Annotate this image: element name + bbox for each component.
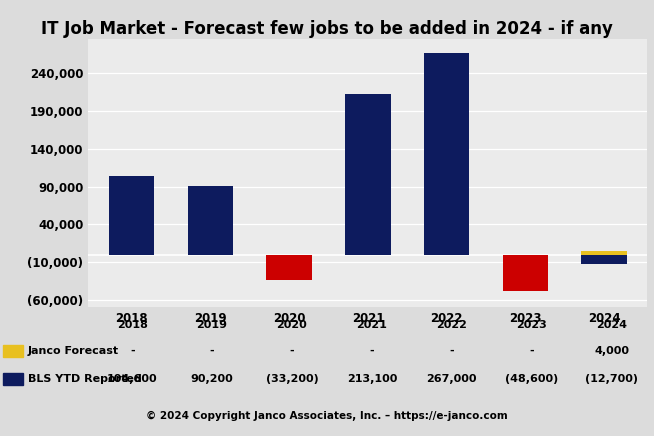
Text: 4,000: 4,000 bbox=[594, 346, 629, 356]
Text: 2023: 2023 bbox=[516, 320, 547, 330]
Text: -: - bbox=[370, 346, 374, 356]
Bar bbox=[109, 176, 154, 255]
Text: 267,000: 267,000 bbox=[426, 375, 477, 384]
Text: 213,100: 213,100 bbox=[347, 375, 397, 384]
Text: 104,600: 104,600 bbox=[107, 375, 158, 384]
Text: (12,700): (12,700) bbox=[585, 375, 638, 384]
Bar bbox=[188, 186, 233, 255]
Bar bbox=[345, 94, 390, 255]
Text: 2022: 2022 bbox=[436, 320, 467, 330]
Text: -: - bbox=[210, 346, 215, 356]
Text: © 2024 Copyright Janco Associates, Inc. – https://e-janco.com: © 2024 Copyright Janco Associates, Inc. … bbox=[146, 411, 508, 422]
Text: -: - bbox=[529, 346, 534, 356]
Text: -: - bbox=[130, 346, 135, 356]
Text: IT Job Market - Forecast few jobs to be added in 2024 - if any: IT Job Market - Forecast few jobs to be … bbox=[41, 20, 613, 37]
Text: (33,200): (33,200) bbox=[266, 375, 318, 384]
Bar bbox=[581, 255, 627, 264]
Text: BLS YTD Reported: BLS YTD Reported bbox=[28, 375, 142, 384]
Bar bbox=[266, 255, 312, 279]
Text: -: - bbox=[290, 346, 294, 356]
Text: 90,200: 90,200 bbox=[191, 375, 233, 384]
Text: (48,600): (48,600) bbox=[505, 375, 559, 384]
Text: 2020: 2020 bbox=[277, 320, 307, 330]
Text: -: - bbox=[449, 346, 454, 356]
Bar bbox=[581, 252, 627, 255]
Text: Janco Forecast: Janco Forecast bbox=[28, 346, 119, 356]
Text: 2024: 2024 bbox=[596, 320, 627, 330]
Text: 2019: 2019 bbox=[197, 320, 228, 330]
Text: 2018: 2018 bbox=[117, 320, 148, 330]
Bar bbox=[502, 255, 548, 291]
Bar bbox=[424, 53, 470, 255]
Text: 2021: 2021 bbox=[356, 320, 387, 330]
